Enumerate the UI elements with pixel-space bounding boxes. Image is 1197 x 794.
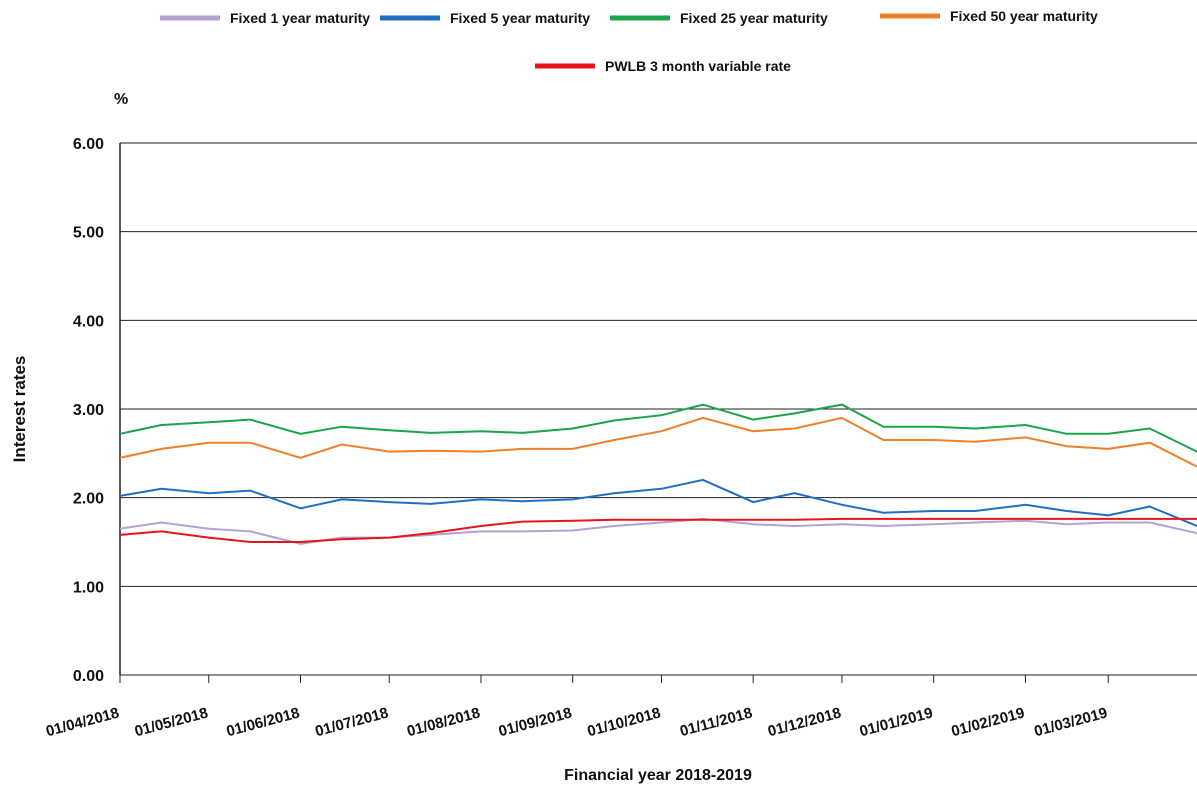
legend-label: PWLB 3 month variable rate bbox=[605, 58, 791, 74]
legend-label: Fixed 5 year maturity bbox=[450, 10, 590, 26]
x-tick-label: 01/08/2018 bbox=[405, 704, 482, 740]
y-tick-label: 2.00 bbox=[73, 491, 104, 508]
y-tick-label: 1.00 bbox=[73, 579, 104, 596]
series-line bbox=[119, 517, 1197, 545]
y-tick-label: 3.00 bbox=[73, 402, 104, 419]
x-tick-label: 01/12/2018 bbox=[766, 704, 843, 740]
x-tick-label: 01/11/2018 bbox=[678, 704, 754, 740]
y-axis-label: Interest rates bbox=[10, 356, 29, 463]
x-tick-label: 01/03/2019 bbox=[1032, 704, 1109, 740]
y-tick-label: 4.00 bbox=[73, 313, 104, 330]
x-tick-label: 01/04/2018 bbox=[44, 704, 121, 740]
y-unit: % bbox=[114, 91, 128, 108]
series-line bbox=[119, 403, 1197, 453]
x-tick-label: 01/10/2018 bbox=[586, 704, 663, 740]
y-tick-label: 0.00 bbox=[73, 668, 104, 685]
series-line bbox=[119, 478, 1197, 527]
x-tick-label: 01/01/2019 bbox=[858, 704, 935, 740]
x-tick-label: 01/02/2019 bbox=[950, 704, 1027, 740]
legend-label: Fixed 1 year maturity bbox=[230, 10, 370, 26]
x-tick-label: 01/09/2018 bbox=[497, 704, 574, 740]
y-tick-label: 6.00 bbox=[73, 136, 104, 153]
x-axis-label: Financial year 2018-2019 bbox=[564, 767, 752, 784]
x-tick-label: 01/07/2018 bbox=[313, 704, 390, 740]
legend-label: Fixed 50 year maturity bbox=[950, 8, 1098, 24]
y-tick-label: 5.00 bbox=[73, 225, 104, 242]
series-line bbox=[119, 416, 1197, 468]
x-tick-label: 01/05/2018 bbox=[133, 704, 210, 740]
series-line bbox=[119, 517, 1197, 543]
legend-label: Fixed 25 year maturity bbox=[680, 10, 828, 26]
x-tick-label: 01/06/2018 bbox=[225, 704, 302, 740]
